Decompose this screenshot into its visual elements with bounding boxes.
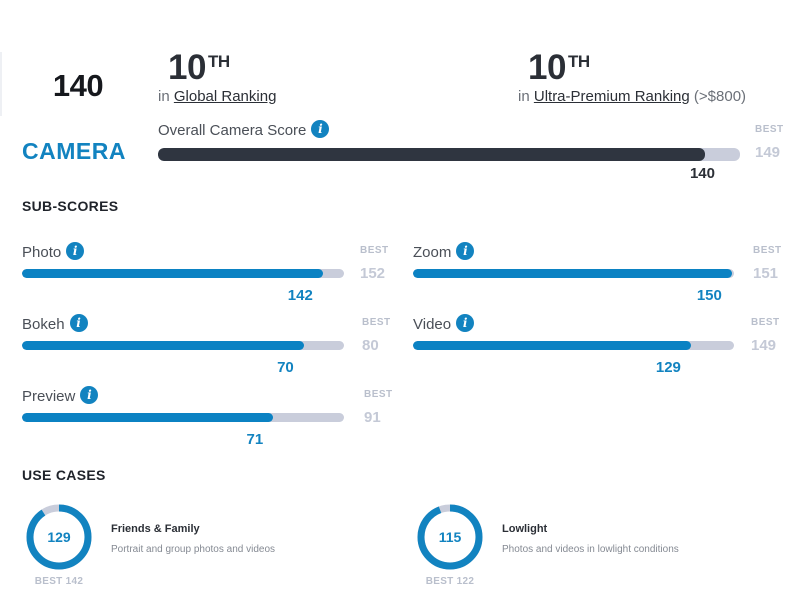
sub-score-bar-photo xyxy=(22,269,344,278)
global-rank-number: 10 TH xyxy=(168,48,230,87)
info-icon[interactable]: i xyxy=(80,386,99,405)
category-title: CAMERA xyxy=(22,138,126,164)
sub-score-value-zoom: 150 xyxy=(696,287,722,304)
sub-score-fill-bokeh xyxy=(22,341,304,350)
sub-score-best-label: BEST xyxy=(753,245,782,256)
sub-score-value-preview: 71 xyxy=(246,431,264,448)
use-case-friends-family-ring: 129 xyxy=(26,504,92,570)
sub-score-bar-bokeh xyxy=(22,341,344,350)
sub-score-bar-video xyxy=(413,341,734,350)
use-case-friends-family-ring-fill xyxy=(26,504,92,570)
global-ranking-link[interactable]: Global Ranking xyxy=(173,88,277,105)
use-case-lowlight-title: Lowlight xyxy=(502,523,548,535)
sub-score-label-bokeh: Bokeh i xyxy=(22,314,88,334)
sub-score-best-label: BEST xyxy=(362,317,391,328)
use-case-friends-family-desc: Portrait and group photos and videos xyxy=(111,544,275,555)
sub-score-label-zoom: Zoom i xyxy=(413,242,475,262)
sub-score-fill-zoom xyxy=(413,269,732,278)
sub-score-fill-video xyxy=(413,341,691,350)
use-cases-title: USE CASES xyxy=(22,467,106,483)
global-rank: 10 TH xyxy=(168,50,230,85)
sub-scores-title: SUB-SCORES xyxy=(22,198,119,214)
overall-best-label: BEST xyxy=(755,124,784,135)
sub-score-label-photo: Photo i xyxy=(22,242,85,262)
overall-score-value: 140 xyxy=(689,165,715,182)
sub-score-best-value: 152 xyxy=(360,265,386,282)
sub-score-value-bokeh: 70 xyxy=(277,359,294,376)
segment-rank-desc: in Ultra-Premium Ranking (>$800) xyxy=(518,88,747,105)
overall-score-fill xyxy=(158,148,705,161)
info-icon[interactable]: i xyxy=(456,242,475,261)
sub-score-fill-preview xyxy=(22,413,274,422)
global-rank-desc: in Global Ranking xyxy=(158,88,277,105)
segment-rank: 10 TH xyxy=(528,50,590,85)
use-case-friends-family-best: BEST 142 xyxy=(34,576,84,587)
sub-score-value-photo: 142 xyxy=(287,287,313,304)
sub-score-value-video: 129 xyxy=(655,359,681,376)
use-case-friends-family-score: 129 xyxy=(47,529,71,545)
use-case-lowlight-ring-fill xyxy=(417,504,483,570)
sub-score-best-label: BEST xyxy=(751,317,780,328)
main-score: 140 xyxy=(52,68,104,103)
sub-score-fill-photo xyxy=(22,269,323,278)
ultra-premium-ranking-link[interactable]: Ultra-Premium Ranking xyxy=(533,88,690,105)
use-case-friends-family-title: Friends & Family xyxy=(111,523,200,535)
sub-score-bar-preview xyxy=(22,413,344,422)
use-case-lowlight-ring: 115 xyxy=(417,504,483,570)
overall-score-bar xyxy=(158,148,740,161)
sub-score-best-label: BEST xyxy=(364,389,393,400)
sub-score-best-value: 151 xyxy=(753,265,779,282)
info-icon[interactable]: i xyxy=(311,120,330,139)
segment-rank-number: 10 TH xyxy=(528,48,590,87)
overall-best-value: 149 xyxy=(755,144,781,161)
segment-price-range: (>$800) xyxy=(693,88,747,105)
sub-score-bar-zoom xyxy=(413,269,734,278)
sub-score-best-value: 91 xyxy=(364,409,381,426)
info-icon[interactable]: i xyxy=(69,314,88,333)
info-icon[interactable]: i xyxy=(66,242,85,261)
sub-score-best-value: 149 xyxy=(751,337,777,354)
sub-score-label-video: Video i xyxy=(413,314,475,334)
sub-score-label-preview: Preview i xyxy=(22,386,99,406)
use-case-lowlight-best: BEST 122 xyxy=(425,576,475,587)
sub-score-best-label: BEST xyxy=(360,245,389,256)
score-badge-divider xyxy=(0,52,2,116)
sub-score-best-value: 80 xyxy=(362,337,379,354)
info-icon[interactable]: i xyxy=(456,314,475,333)
use-case-lowlight-score: 115 xyxy=(439,529,462,545)
use-case-lowlight-desc: Photos and videos in lowlight conditions xyxy=(502,544,679,555)
overall-score-label: Overall Camera Score i xyxy=(158,120,330,140)
